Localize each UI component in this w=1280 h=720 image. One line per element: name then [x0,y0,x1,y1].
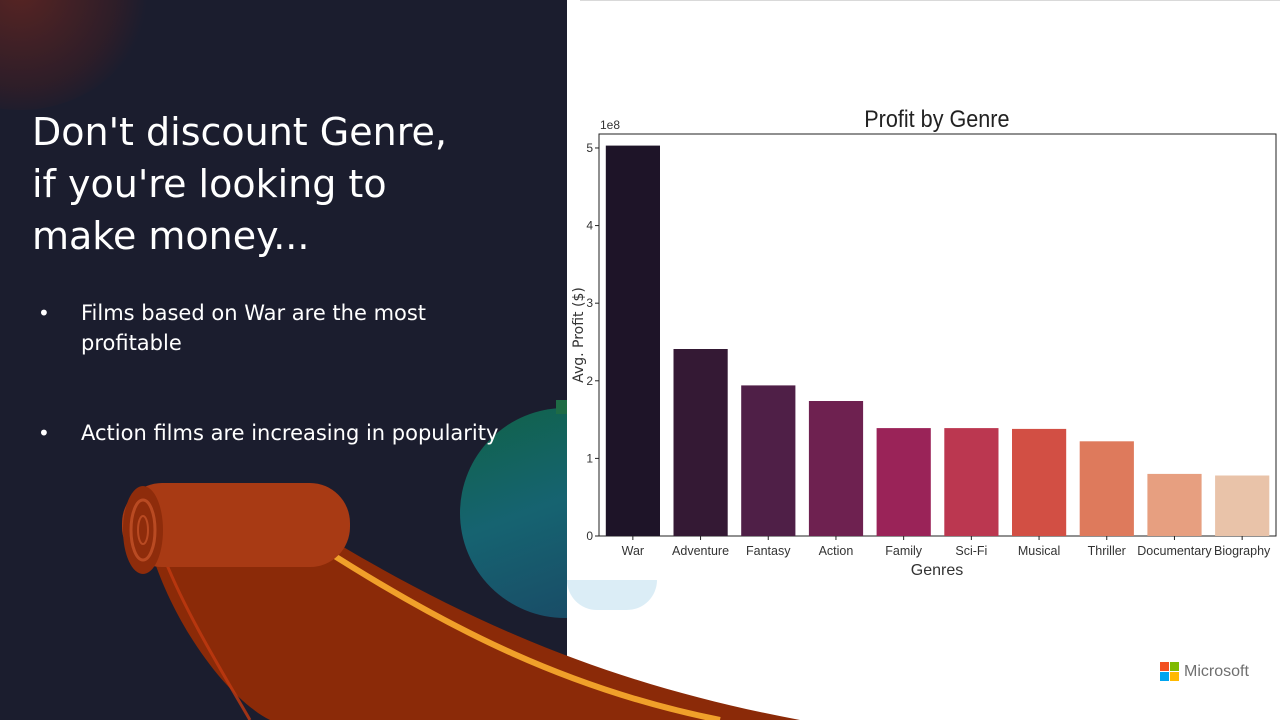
y-tick-label: 2 [586,374,593,388]
x-axis-label: Genres [911,562,963,579]
bar-war [605,145,660,536]
y-tick-label: 0 [586,529,593,543]
chart-title: Profit by Genre [864,105,1009,132]
y-tick-label: 4 [586,219,593,233]
bullet-text: Films based on War are the most profitab… [81,301,427,355]
carpet-stripe-left [163,559,252,720]
y-tick-label: 1 [586,451,593,465]
logo-square-red [1160,662,1169,671]
carpet-roll [122,483,350,567]
bar-sci-fi [944,428,999,536]
axis-offset-label: 1e8 [600,118,620,132]
x-tick-label: Documentary [1137,544,1212,558]
x-tick-label: War [622,544,644,558]
bar-family [876,428,931,536]
bullet-marker: • [38,301,50,325]
panel-border [580,0,1280,1]
bullet-list: • Films based on War are the most profit… [36,298,506,508]
plot-area [598,133,1277,537]
bar-group [605,145,1270,536]
x-tick-label: Adventure [672,544,729,558]
logo-square-yellow [1170,672,1179,681]
microsoft-logo-text: Microsoft [1184,662,1249,680]
x-tick-label: Sci-Fi [955,544,987,558]
carpet-roll-spiral [129,498,157,562]
decorative-square [556,400,568,414]
bullet-text: Action films are increasing in popularit… [81,421,499,445]
profit-by-genre-chart: Profit by Genre 1e8 0 1 2 3 4 5 War Adventure F… [571,105,1277,579]
bar-biography [1215,475,1270,536]
microsoft-logo-icon [1160,662,1179,681]
y-axis-label: Avg. Profit ($) [571,287,587,383]
decorative-blob [567,580,657,610]
bar-fantasy [741,385,796,536]
logo-square-blue [1160,672,1169,681]
x-axis-ticks: War Adventure Fantasy Action Family Sci-Fi Mus… [622,536,1271,558]
microsoft-logo: Microsoft [1160,662,1249,681]
bar-action [808,401,864,536]
bullet-item: • Action films are increasing in popular… [36,418,506,448]
x-tick-label: Thriller [1088,544,1126,558]
x-tick-label: Action [819,544,854,558]
y-tick-label: 3 [586,296,593,310]
bar-documentary [1147,473,1202,536]
bar-musical [1012,428,1067,536]
bullet-item: • Films based on War are the most profit… [36,298,506,358]
y-tick-label: 5 [586,141,593,155]
y-axis-ticks: 0 1 2 3 4 5 [586,141,599,543]
bar-adventure [673,349,728,536]
slide-title: Don't discount Genre, if you're looking … [32,110,447,258]
x-tick-label: Family [885,544,923,558]
carpet-stripe [320,545,721,720]
bar-thriller [1079,441,1134,536]
x-tick-label: Fantasy [746,544,791,558]
x-tick-label: Musical [1018,544,1060,558]
bullet-marker: • [38,421,50,445]
carpet-roll-end [123,486,163,574]
logo-square-green [1170,662,1179,671]
x-tick-label: Biography [1214,544,1271,558]
carpet-roll-spiral-inner [137,515,149,545]
